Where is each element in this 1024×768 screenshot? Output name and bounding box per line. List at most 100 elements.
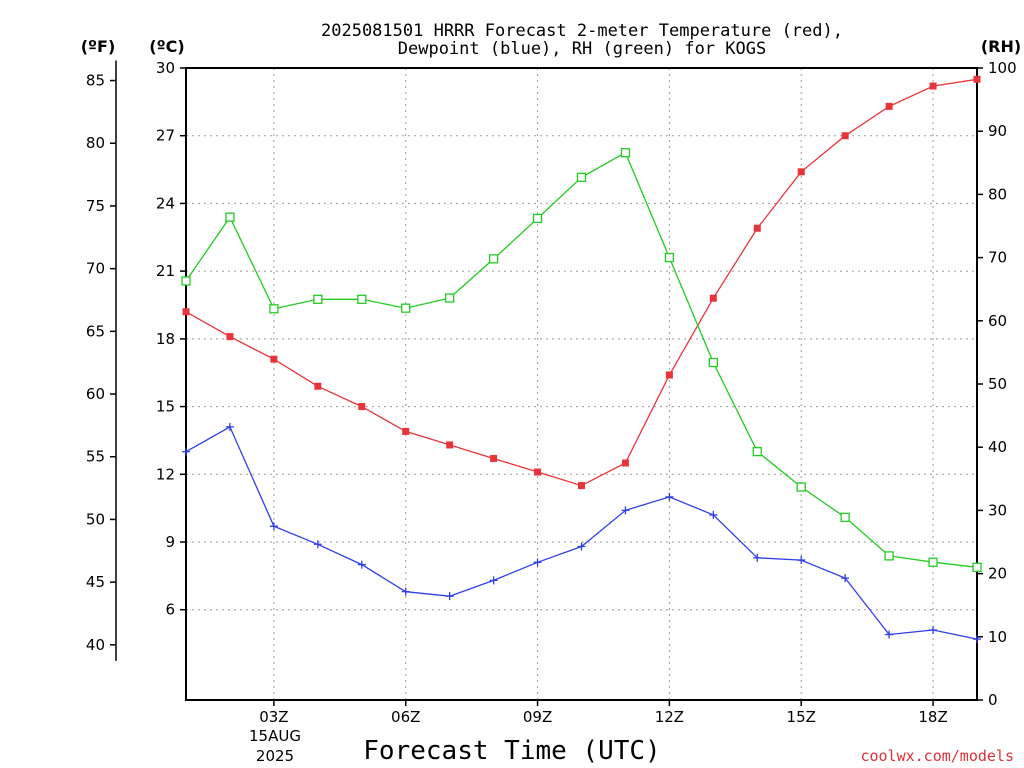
rh-line: [185, 151, 978, 568]
fahrenheit-tick-label: 40: [86, 636, 105, 654]
fahrenheit-tick-label: 85: [86, 72, 105, 90]
date-label-year: 2025: [256, 747, 294, 765]
temperature-point: [490, 454, 498, 462]
dewpoint-point: [753, 553, 762, 562]
temperature-point: [885, 102, 893, 110]
rh-tick-label: 0: [988, 691, 998, 709]
rh-point: [708, 357, 718, 368]
plot-frame: [185, 67, 978, 701]
rh-point: [664, 252, 675, 263]
rh-point: [401, 303, 411, 313]
dewpoint-point: [885, 630, 894, 639]
rh-tick-label: 100: [988, 59, 1017, 77]
rh-point: [269, 304, 279, 314]
grid-lines: [186, 68, 977, 700]
dewpoint-point: [621, 506, 630, 515]
dewpoint-point: [929, 626, 938, 635]
temperature-point: [578, 482, 585, 490]
temperature-point: [314, 382, 322, 390]
rh-series: [181, 148, 982, 572]
dewpoint-point: [489, 576, 498, 585]
celsius-axis-unit: (ºC): [149, 37, 184, 56]
dewpoint-point: [313, 540, 322, 549]
dewpoint-point: [973, 635, 981, 644]
dewpoint-point: [665, 492, 674, 501]
celsius-tick-label: 27: [156, 127, 175, 145]
chart-title-line-1: 2025081501 HRRR Forecast 2-meter Tempera…: [321, 21, 843, 41]
rh-tick-label: 50: [988, 375, 1007, 393]
dewpoint-point: [445, 592, 454, 601]
temperature-point: [270, 355, 278, 363]
rh-point: [928, 557, 938, 567]
x-tick-label: 15Z: [787, 708, 816, 726]
rh-point: [840, 512, 850, 523]
x-tick-label: 06Z: [391, 708, 420, 726]
rh-point: [884, 551, 894, 561]
data-series: [181, 75, 982, 644]
rh-tick-label: 70: [988, 249, 1007, 267]
temperature-point: [402, 427, 410, 435]
temperature-point: [665, 371, 673, 379]
x-axis-label: Forecast Time (UTC): [363, 736, 660, 766]
celsius-tick-label: 21: [156, 262, 175, 280]
temperature-series: [182, 75, 981, 490]
rh-axis-unit: (RH): [981, 37, 1021, 56]
temperature-point: [753, 224, 761, 232]
fahrenheit-tick-label: 65: [86, 322, 105, 340]
fahrenheit-tick-label: 45: [86, 573, 105, 591]
dewpoint-point: [225, 422, 234, 431]
temperature-point: [621, 459, 629, 467]
x-tick-label: 12Z: [655, 708, 684, 726]
x-tick-label: 09Z: [523, 708, 552, 726]
temperature-line: [185, 78, 978, 487]
temperature-point: [358, 403, 366, 411]
fahrenheit-tick-label: 80: [86, 134, 105, 152]
dewpoint-point: [797, 556, 806, 565]
date-label-day: 15AUG: [249, 727, 301, 745]
temperature-point: [841, 132, 849, 140]
fahrenheit-tick-label: 75: [86, 197, 105, 215]
rh-point: [488, 254, 499, 264]
fahrenheit-tick-label: 55: [86, 448, 105, 466]
celsius-tick-label: 12: [156, 465, 175, 483]
credit-link[interactable]: coolwx.com/models: [860, 747, 1014, 765]
rh-point: [796, 482, 806, 492]
temperature-point: [709, 294, 717, 302]
dewpoint-point: [841, 574, 850, 583]
temperature-point: [446, 441, 454, 449]
temperature-point: [973, 75, 981, 83]
dewpoint-point: [577, 542, 586, 551]
rh-tick-label: 20: [988, 565, 1007, 583]
dewpoint-point: [709, 510, 718, 519]
rh-tick-label: 90: [988, 122, 1007, 140]
celsius-tick-label: 30: [156, 59, 175, 77]
rh-point: [752, 446, 762, 457]
dewpoint-point: [357, 560, 366, 569]
rh-point: [357, 294, 367, 304]
rh-point: [445, 293, 455, 303]
rh-point: [313, 294, 323, 304]
rh-tick-label: 30: [988, 501, 1007, 519]
fahrenheit-tick-label: 70: [86, 260, 105, 278]
temperature-point: [534, 468, 542, 476]
axes: 03Z 06Z 09Z 12Z 15Z 18Z 6 9 12 15 18 21 24 27 30 40 45 50…: [86, 59, 1017, 726]
dewpoint-point: [182, 447, 190, 456]
rh-point: [532, 213, 543, 224]
temperature-point: [929, 82, 937, 90]
dewpoint-point: [533, 558, 542, 567]
temperature-point: [797, 168, 805, 176]
dewpoint-point: [269, 522, 278, 531]
dewpoint-point: [401, 587, 410, 596]
fahrenheit-tick-label: 50: [86, 510, 105, 528]
rh-tick-label: 60: [988, 312, 1007, 330]
celsius-tick-label: 15: [156, 398, 175, 416]
x-tick-label: 03Z: [259, 708, 288, 726]
celsius-tick-label: 24: [156, 194, 175, 212]
dewpoint-series: [182, 422, 981, 644]
rh-point: [181, 276, 191, 286]
rh-point: [972, 562, 982, 572]
dewpoint-line: [185, 425, 978, 640]
rh-point: [225, 212, 235, 222]
fahrenheit-tick-label: 60: [86, 385, 105, 403]
rh-point: [576, 172, 587, 182]
